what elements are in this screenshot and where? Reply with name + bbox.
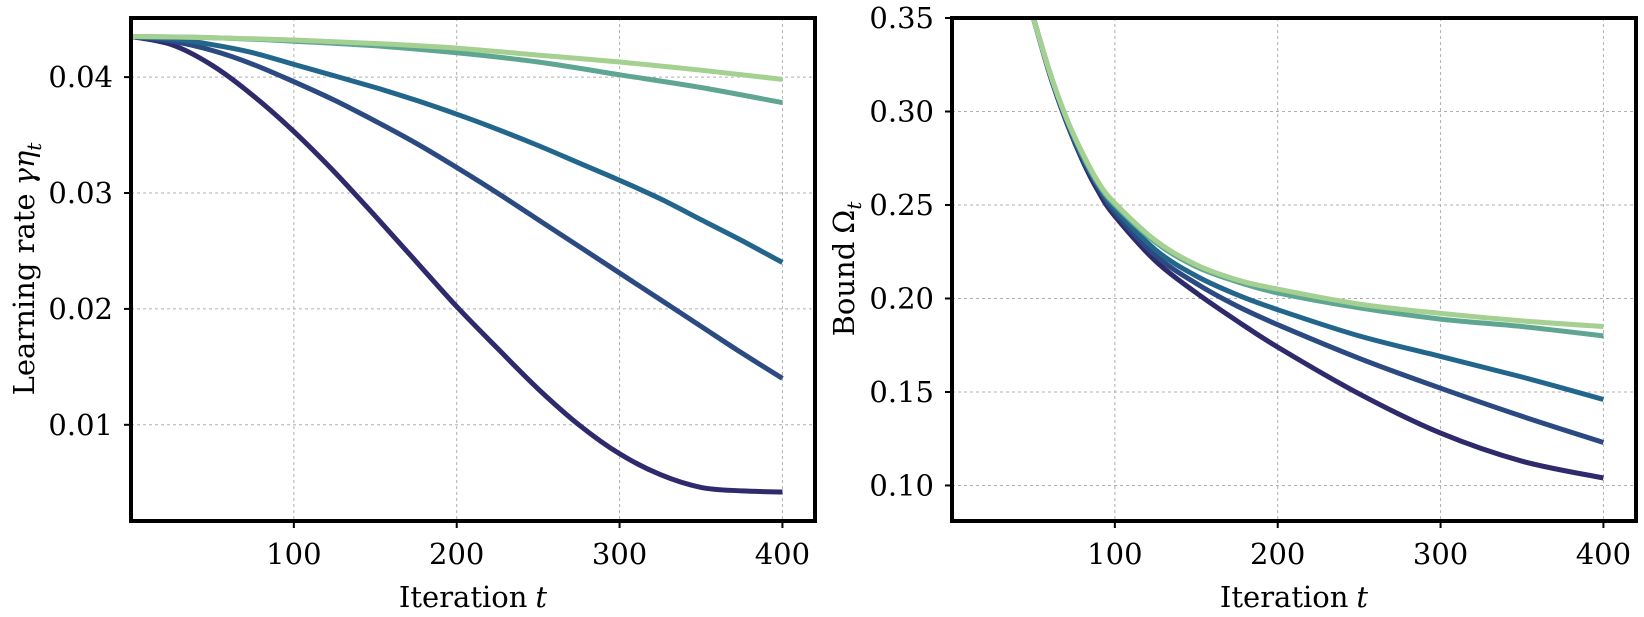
learning-rate-chart: 100 200 300 400 0.01 0.02 0.03 0.04 Iteration t…: [7, 16, 817, 614]
y-axis-label: BoundΩt: [827, 201, 866, 337]
y-tick-label: 0.01: [48, 408, 113, 442]
series-line-series-4: [1031, 17, 1604, 339]
series-line-series-3: [130, 34, 784, 265]
bound-chart: 100 200 300 400 0.10 0.15 0.20 0.25 0.30 0.35 It…: [827, 1, 1638, 614]
y-tick-label: 0.04: [48, 60, 113, 94]
y-tick-label: 0.20: [869, 281, 934, 315]
series-line-series-2: [130, 34, 784, 381]
y-tick-label: 0.15: [869, 375, 934, 409]
series-line-series-2: [1030, 17, 1605, 445]
y-tick-label: 0.25: [869, 188, 934, 222]
y-tick-labels: 0.01 0.02 0.03 0.04: [48, 60, 113, 442]
series-line-series-1: [1030, 17, 1604, 481]
plot-frame: [950, 16, 1638, 523]
x-tick-labels: 100 200 300 400: [266, 537, 810, 571]
plot-frame: [129, 16, 817, 523]
x-tick-label: 300: [1413, 537, 1468, 571]
series-line-series-5: [130, 34, 783, 82]
y-tick-label: 0.35: [869, 1, 934, 35]
series-line-series-1: [130, 34, 783, 495]
series-lines: [130, 34, 784, 495]
y-tick-label: 0.03: [48, 176, 113, 210]
x-tick-label: 400: [1576, 537, 1631, 571]
x-tick-label: 200: [1250, 537, 1305, 571]
x-tick-label: 400: [755, 537, 810, 571]
tick-marks: [945, 17, 1605, 528]
x-axis-label: Iteration t: [399, 580, 548, 614]
y-axis-label: Learning rateγηt: [7, 142, 46, 396]
x-tick-label: 100: [266, 537, 321, 571]
x-tick-labels: 100 200 300 400: [1087, 537, 1631, 571]
tick-marks: [124, 76, 784, 528]
x-tick-label: 100: [1087, 537, 1142, 571]
x-tick-label: 200: [429, 537, 484, 571]
series-line-series-5: [1031, 17, 1604, 329]
y-tick-label: 0.10: [869, 468, 934, 502]
y-tick-label: 0.02: [48, 292, 113, 326]
x-axis-label: Iteration t: [1220, 580, 1369, 614]
grid: [131, 18, 815, 521]
series-lines: [1030, 17, 1605, 481]
y-tick-labels: 0.10 0.15 0.20 0.25 0.30 0.35: [869, 1, 934, 502]
x-tick-label: 300: [592, 537, 647, 571]
y-tick-label: 0.30: [869, 94, 934, 128]
